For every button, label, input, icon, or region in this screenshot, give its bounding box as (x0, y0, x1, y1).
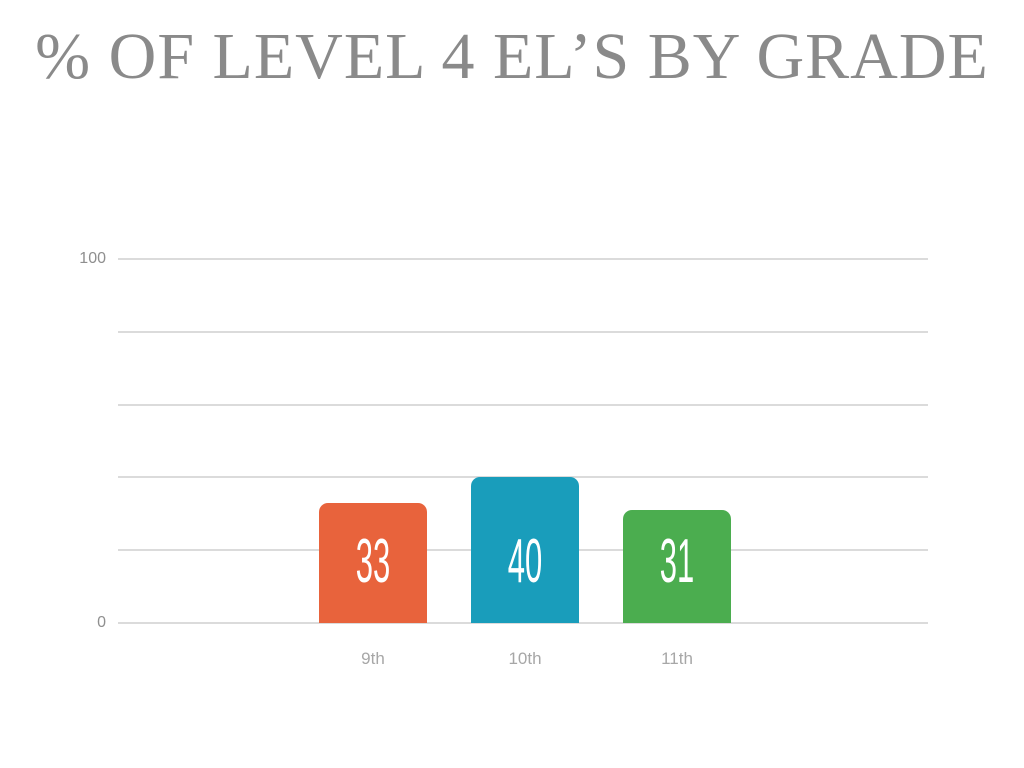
plot-area: 100 0 33 9th 40 10th 31 11th (79, 251, 928, 667)
category-label: 11th (661, 649, 693, 668)
gridline (118, 476, 928, 479)
gridline (118, 330, 928, 333)
y-axis-tick-label: 0 (97, 614, 106, 631)
category-label: 10th (508, 649, 542, 668)
bar-value-label: 31 (659, 527, 695, 596)
bar-11th: 31 (623, 510, 731, 623)
bar-10th: 40 (471, 477, 579, 623)
category-label: 9th (361, 649, 385, 668)
gridline (118, 258, 928, 260)
gridline (118, 403, 928, 406)
chart-title: % OF LEVEL 4 EL’S BY GRADE (35, 20, 989, 93)
bar-value-label: 40 (507, 527, 543, 596)
bar-9th: 33 (319, 502, 427, 623)
bar-value-label: 33 (355, 527, 391, 596)
y-axis-tick-label: 100 (79, 250, 106, 267)
gridline (118, 622, 928, 624)
